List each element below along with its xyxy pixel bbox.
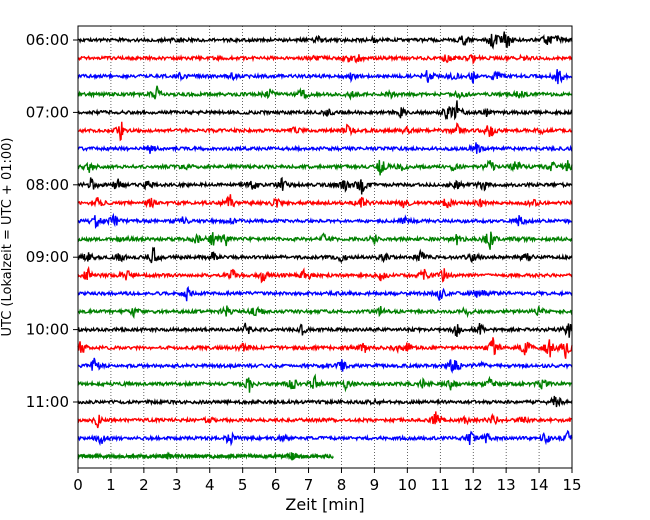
x-tick-label: 6: [271, 476, 281, 494]
trace-0600: [77, 31, 573, 50]
trace-0845: [77, 231, 573, 250]
trace-0745: [77, 159, 573, 176]
trace-0815: [77, 194, 573, 209]
trace-0645: [77, 85, 573, 101]
trace-0700: [77, 100, 573, 121]
trace-1030: [77, 357, 573, 374]
x-tick-label: 4: [205, 476, 215, 494]
x-tick-label: 14: [530, 476, 549, 494]
x-tick-label: 5: [238, 476, 248, 494]
x-axis-label: Zeit [min]: [285, 495, 364, 514]
trace-0945: [77, 305, 573, 320]
trace-1045: [77, 373, 573, 393]
seismic-traces: [77, 31, 573, 461]
x-tick-label: 15: [562, 476, 581, 494]
trace-0900: [77, 246, 573, 264]
trace-1115: [77, 411, 573, 429]
trace-0730: [77, 142, 573, 154]
x-tick-label: 2: [139, 476, 149, 494]
x-tick-label: 13: [497, 476, 516, 494]
trace-1000: [77, 322, 573, 338]
x-tick-label: 0: [73, 476, 83, 494]
plot-frame: [77, 25, 573, 469]
y-tick-label: 08:00: [26, 176, 69, 194]
y-tick-label: 07:00: [26, 103, 69, 121]
trace-0615: [77, 53, 573, 65]
x-axis-ticks: 0 1 2 3 4 5 6 7 8 9 10 11 12 13 14 15: [73, 468, 582, 494]
trace-0830: [77, 212, 573, 230]
trace-0715: [77, 121, 573, 142]
x-tick-label: 3: [172, 476, 182, 494]
y-tick-label: 11:00: [26, 393, 69, 411]
trace-0630: [77, 69, 573, 85]
x-tick-label: 1: [106, 476, 116, 494]
x-tick-label: 11: [431, 476, 450, 494]
y-tick-label: 10:00: [26, 321, 69, 339]
x-tick-label: 10: [398, 476, 417, 494]
trace-1015: [77, 337, 573, 359]
x-tick-label: 12: [464, 476, 483, 494]
y-tick-label: 09:00: [26, 248, 69, 266]
trace-1100: [77, 395, 573, 408]
y-axis-ticks: 06:00 07:00 08:00 09:00 10:00 11:00: [26, 31, 78, 411]
x-tick-label: 9: [370, 476, 380, 494]
trace-0800: [77, 176, 573, 195]
trace-1145: [77, 451, 334, 461]
trace-0930: [77, 285, 573, 302]
x-tick-label: 7: [304, 476, 314, 494]
x-tick-label: 8: [337, 476, 347, 494]
trace-1130: [77, 429, 573, 447]
trace-0915: [77, 265, 573, 284]
y-tick-label: 06:00: [26, 31, 69, 49]
y-axis-label: UTC (Lokalzeit = UTC + 01:00): [0, 138, 15, 337]
